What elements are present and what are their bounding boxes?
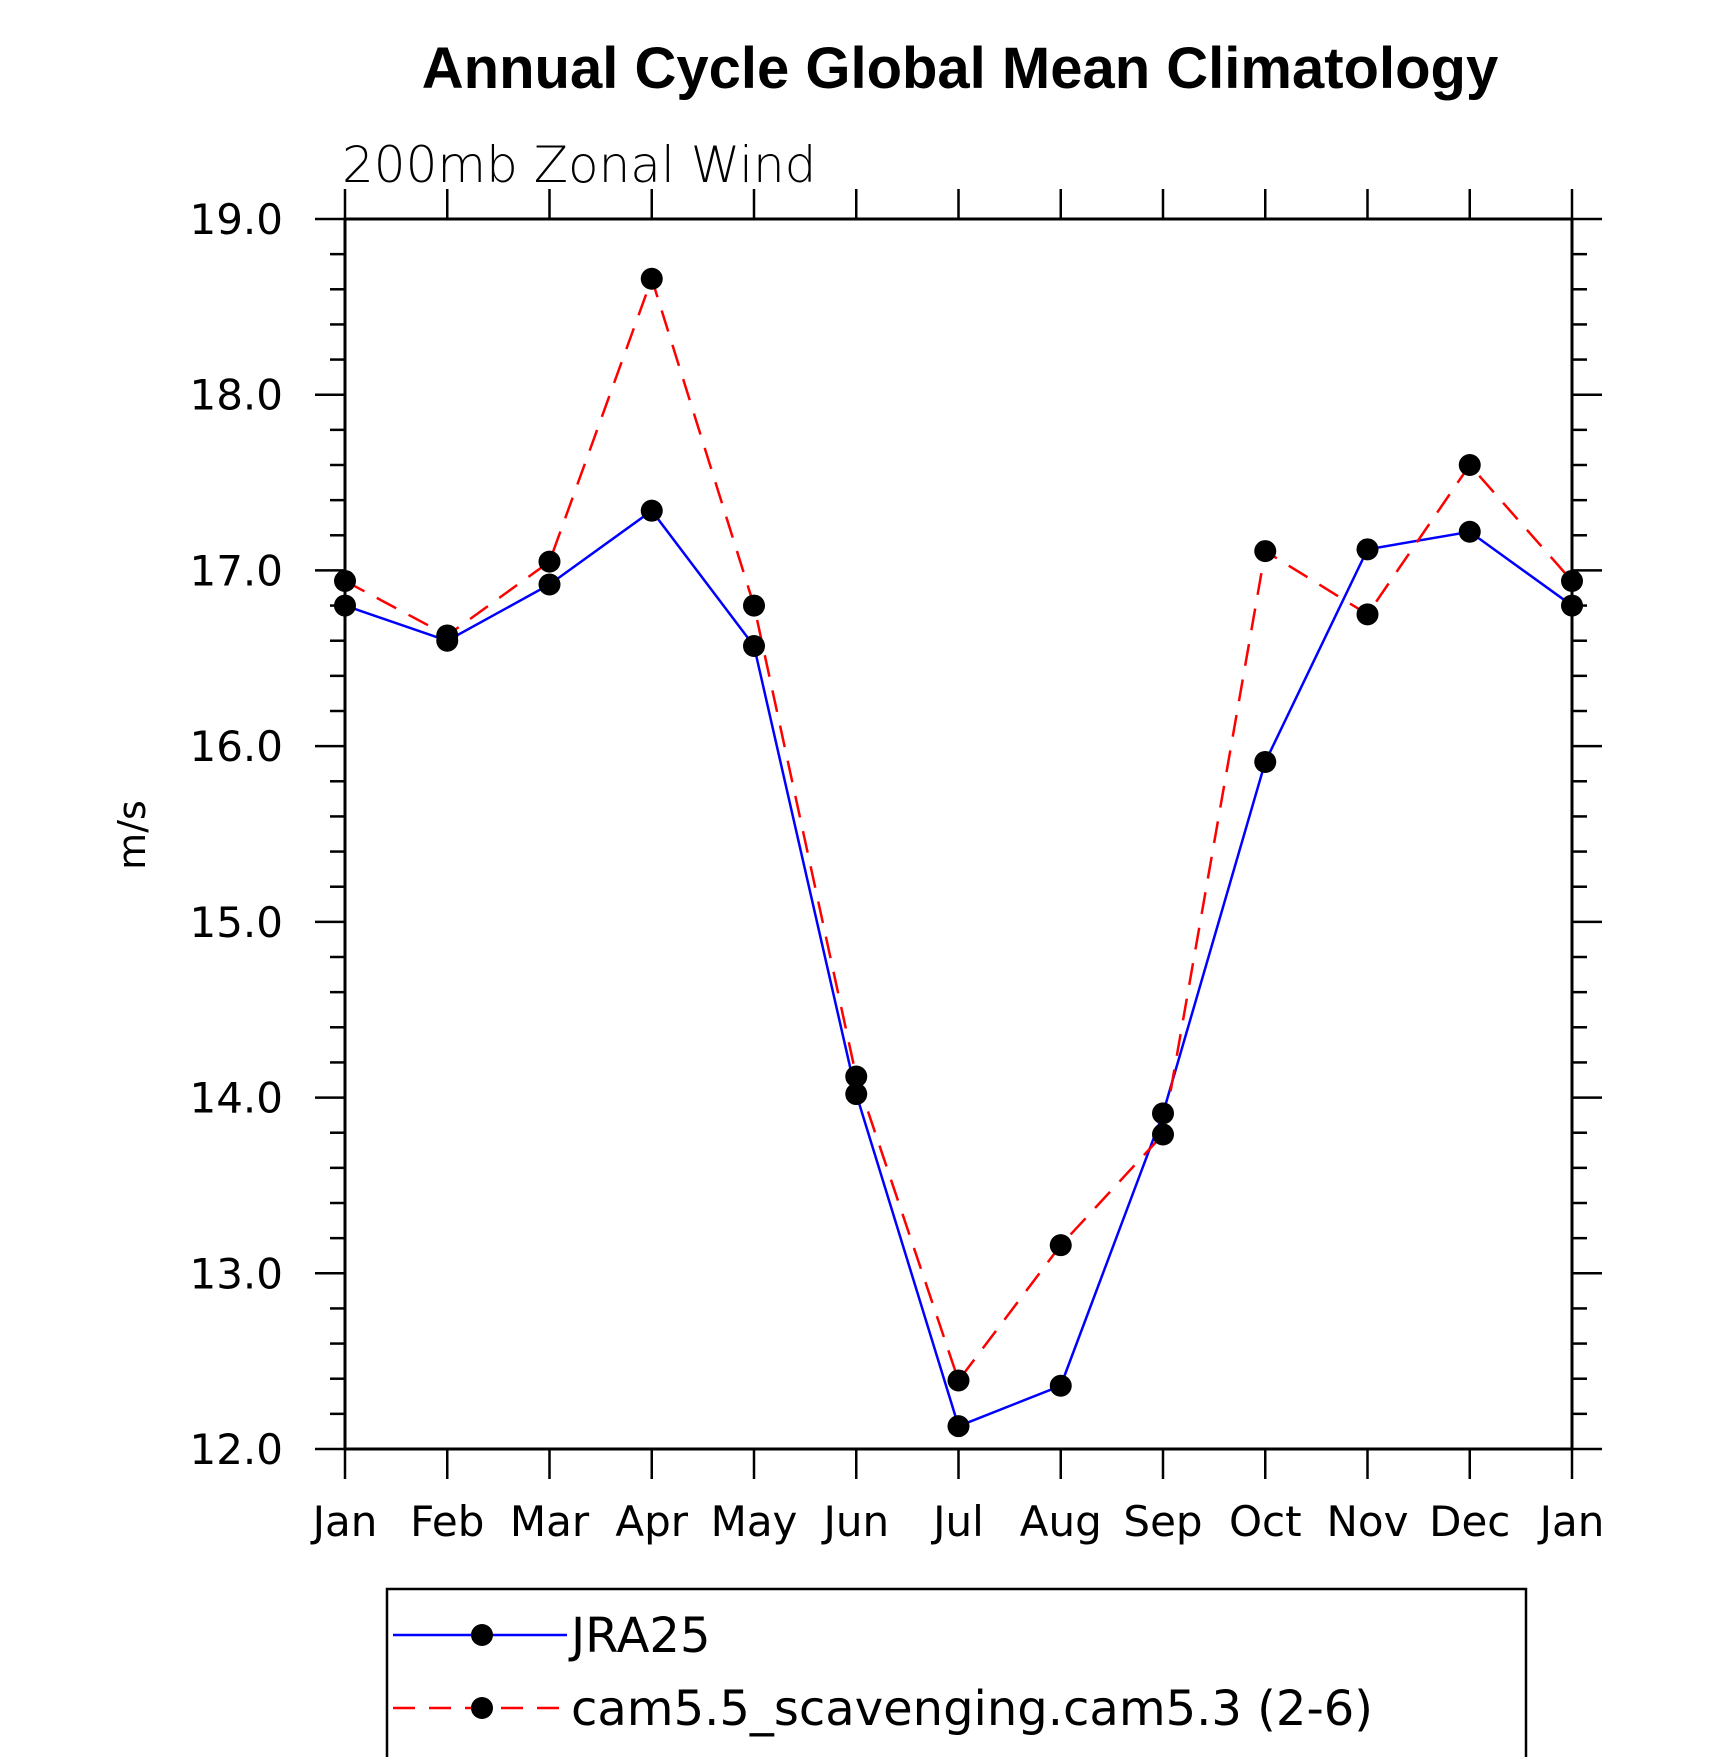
x-tick-label: Dec bbox=[1429, 1497, 1510, 1546]
data-point bbox=[436, 624, 459, 647]
data-point bbox=[845, 1083, 868, 1106]
legend-marker bbox=[471, 1697, 493, 1719]
x-tick-label: Mar bbox=[510, 1497, 590, 1546]
data-point bbox=[640, 267, 663, 290]
x-tick-label: Oct bbox=[1229, 1497, 1302, 1546]
chart-subtitle: 200mb Zonal Wind bbox=[342, 136, 816, 194]
data-point bbox=[1458, 520, 1481, 543]
y-tick-label: 16.0 bbox=[189, 722, 283, 771]
legend-label: cam5.5_scavenging.cam5.3 (2-6) bbox=[571, 1681, 1373, 1737]
series-line bbox=[344, 274, 1573, 1384]
x-tick-label: Jan bbox=[310, 1497, 378, 1546]
data-point bbox=[538, 550, 561, 573]
y-tick-label: 12.0 bbox=[189, 1425, 283, 1474]
data-point bbox=[1152, 1102, 1174, 1125]
data-point bbox=[947, 1369, 970, 1392]
axis-ticks: Jan Feb Mar Apr May Jun Jul Aug Sep Oct Nov Dec Jan 1… bbox=[189, 189, 1604, 1546]
x-tick-label: Aug bbox=[1020, 1497, 1102, 1546]
data-point bbox=[1254, 540, 1277, 563]
data-point bbox=[1152, 1123, 1174, 1146]
data-point bbox=[845, 1065, 868, 1088]
data-point bbox=[1458, 454, 1481, 476]
data-point bbox=[743, 594, 765, 617]
x-tick-label: Jan bbox=[1537, 1497, 1605, 1546]
y-tick-label: 17.0 bbox=[189, 546, 283, 595]
data-point bbox=[1254, 750, 1277, 773]
y-axis-label: m/s bbox=[110, 800, 154, 870]
y-tick-label: 14.0 bbox=[189, 1074, 283, 1123]
data-point bbox=[1356, 603, 1379, 626]
x-tick-label: Jul bbox=[930, 1497, 984, 1546]
x-tick-label: Apr bbox=[615, 1497, 688, 1546]
data-point bbox=[1049, 1374, 1072, 1397]
data-point bbox=[743, 634, 765, 657]
chart-title: Annual Cycle Global Mean Climatology bbox=[422, 36, 1498, 101]
x-tick-label: Nov bbox=[1327, 1497, 1409, 1546]
legend: JRA25 cam5.5_scavenging.cam5.3 (2-6) bbox=[385, 1587, 1528, 1757]
y-tick-label: 19.0 bbox=[189, 195, 283, 244]
data-point bbox=[1356, 538, 1379, 561]
y-tick-label: 18.0 bbox=[189, 371, 283, 420]
data-point bbox=[640, 499, 663, 522]
data-point bbox=[947, 1415, 970, 1438]
plot-frame bbox=[343, 217, 1574, 1451]
data-point bbox=[1049, 1234, 1072, 1257]
y-tick-label: 13.0 bbox=[189, 1249, 283, 1298]
x-tick-label: Sep bbox=[1123, 1497, 1202, 1546]
legend-label: JRA25 bbox=[568, 1608, 710, 1664]
x-tick-label: Feb bbox=[410, 1497, 484, 1546]
x-tick-label: May bbox=[711, 1497, 798, 1546]
data-point bbox=[538, 573, 561, 596]
legend-box bbox=[385, 1587, 1528, 1757]
y-tick-label: 15.0 bbox=[189, 898, 283, 947]
series-line bbox=[344, 508, 1573, 1428]
legend-marker bbox=[471, 1624, 493, 1646]
series-layer bbox=[334, 267, 1583, 1438]
x-tick-label: Jun bbox=[820, 1497, 889, 1546]
